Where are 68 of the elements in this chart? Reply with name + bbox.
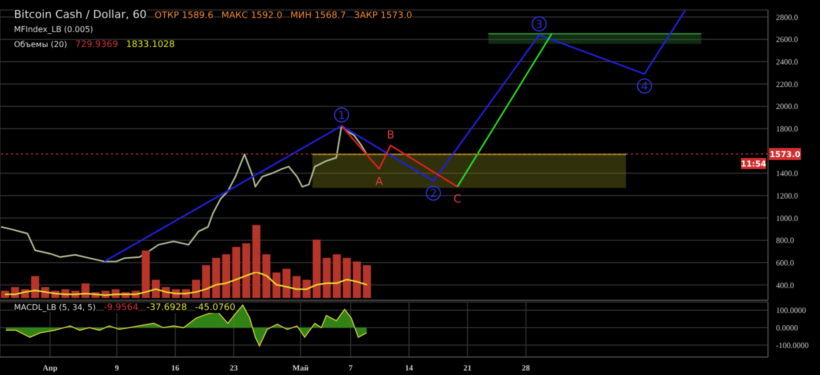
y-tick-label: 400.0: [776, 280, 794, 290]
annotation: 1833.1028: [126, 40, 175, 50]
annotation: A: [375, 174, 384, 188]
bar: [152, 280, 160, 298]
y-tick-label: 2400.0: [776, 58, 798, 67]
annotation: ЗАКР 1573.0: [354, 11, 412, 21]
annotation: МИН 1568.7: [290, 11, 346, 21]
bar: [272, 272, 280, 298]
bar: [212, 258, 220, 298]
x-tick-label: 28: [522, 364, 530, 373]
bar: [262, 254, 270, 298]
x-tick-label: 23: [230, 364, 238, 373]
ref-line-label: 1573.0: [770, 150, 801, 159]
bar: [1, 290, 9, 298]
annotation: 3: [536, 18, 543, 31]
bar: [282, 268, 291, 298]
chart-title: MACDL_LB (5, 34, 5): [14, 303, 96, 312]
x-tick-label: 14: [405, 364, 414, 373]
x-tick-label: 7: [348, 364, 353, 373]
annotation: B: [386, 128, 394, 142]
bar: [31, 276, 40, 298]
bar: [292, 276, 301, 298]
bar: [192, 280, 200, 298]
y-tick-label: 2200.0: [776, 80, 798, 89]
x-tick-label: 9: [114, 364, 119, 373]
bar: [312, 240, 321, 298]
y-tick-label: -100.0000: [776, 340, 809, 350]
y-tick-label: 1800.0: [776, 124, 798, 134]
y-tick-label: 2600.0: [776, 35, 798, 44]
bar: [232, 246, 240, 298]
annotation: -37.6928: [146, 303, 187, 313]
bar: [222, 254, 230, 298]
y-tick-label: 800.0: [776, 236, 794, 246]
annotation: 1: [338, 108, 346, 122]
annotation: -9.9564: [104, 303, 138, 313]
x-tick-label: Май: [292, 364, 309, 373]
bar: [352, 262, 361, 298]
bar: [332, 254, 341, 298]
annotation: ОТКР 1589.6: [154, 11, 214, 21]
annotation: 729.9369: [75, 40, 118, 50]
bar: [242, 243, 250, 298]
annotation: 2: [430, 187, 437, 200]
annotation: 11:54: [740, 159, 767, 168]
y-tick-label: 0.0000: [776, 324, 798, 333]
annotation: -45.0760: [194, 303, 236, 313]
y-tick-label: 2800.0: [776, 12, 798, 22]
chart-title: Bitcoin Cash / Dollar, 60: [14, 8, 147, 21]
bar: [252, 225, 260, 298]
y-tick-label: 600.0: [776, 258, 794, 268]
x-tick-label: 21: [463, 364, 472, 373]
x-tick-label: Апр: [42, 364, 58, 373]
y-tick-label: 2000.0: [776, 102, 798, 112]
text: MFIndex_LB (0.005): [14, 25, 94, 34]
bar: [202, 265, 210, 298]
bar: [302, 280, 311, 298]
bar: [322, 258, 331, 298]
y-tick-label: 1000.0: [776, 214, 798, 223]
x-tick-label: 16: [171, 364, 180, 373]
y-tick-label: 100.0000: [776, 306, 806, 316]
annotation: МАКС 1592.0: [221, 11, 282, 21]
chart-title: Объемы (20): [14, 40, 68, 49]
bar: [342, 258, 351, 298]
bar: [362, 265, 371, 298]
annotation: 4: [641, 80, 648, 93]
annotation: C: [454, 192, 462, 206]
y-tick-label: 1400.0: [776, 169, 798, 178]
bar: [142, 250, 150, 298]
y-tick-label: 1200.0: [776, 191, 798, 200]
